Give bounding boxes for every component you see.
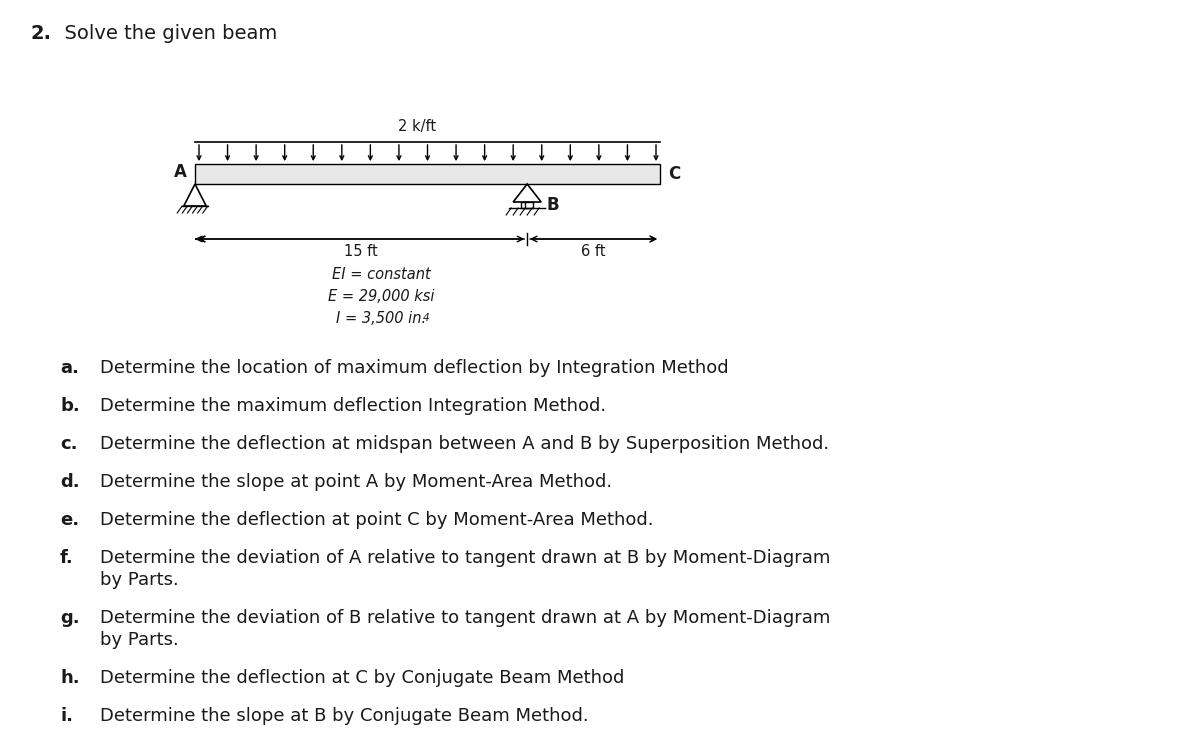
Text: i.: i. xyxy=(60,707,73,725)
Text: Determine the deflection at midspan between A and B by Superposition Method.: Determine the deflection at midspan betw… xyxy=(100,435,829,453)
Text: e.: e. xyxy=(60,511,79,529)
Text: 15 ft: 15 ft xyxy=(344,244,378,259)
Text: by Parts.: by Parts. xyxy=(100,571,179,589)
Text: f.: f. xyxy=(60,549,73,567)
Text: EI = constant: EI = constant xyxy=(331,267,431,282)
Text: Determine the deflection at C by Conjugate Beam Method: Determine the deflection at C by Conjuga… xyxy=(100,669,624,687)
Text: Determine the maximum deflection Integration Method.: Determine the maximum deflection Integra… xyxy=(100,397,606,415)
Text: a.: a. xyxy=(60,359,79,377)
Text: h.: h. xyxy=(60,669,79,687)
Text: Solve the given beam: Solve the given beam xyxy=(52,24,277,43)
Bar xyxy=(194,164,660,184)
Text: Determine the deviation of B relative to tangent drawn at A by Moment-Diagram: Determine the deviation of B relative to… xyxy=(100,609,830,627)
Text: B: B xyxy=(546,196,559,214)
Text: I = 3,500 in.: I = 3,500 in. xyxy=(336,311,426,326)
Text: Determine the deflection at point C by Moment-Area Method.: Determine the deflection at point C by M… xyxy=(100,511,654,529)
Text: 6 ft: 6 ft xyxy=(581,244,606,259)
Text: g.: g. xyxy=(60,609,79,627)
Text: E = 29,000 ksi: E = 29,000 ksi xyxy=(328,289,434,304)
Text: C: C xyxy=(668,165,680,183)
Text: Determine the slope at B by Conjugate Beam Method.: Determine the slope at B by Conjugate Be… xyxy=(100,707,589,725)
Text: Determine the deviation of A relative to tangent drawn at B by Moment-Diagram: Determine the deviation of A relative to… xyxy=(100,549,830,567)
Text: 2 k/ft: 2 k/ft xyxy=(398,119,437,134)
Text: 4: 4 xyxy=(424,313,430,323)
Text: c.: c. xyxy=(60,435,78,453)
Text: Determine the slope at point A by Moment-Area Method.: Determine the slope at point A by Moment… xyxy=(100,473,612,491)
Bar xyxy=(521,202,529,208)
Text: b.: b. xyxy=(60,397,79,415)
Text: 2.: 2. xyxy=(30,24,50,43)
Text: A: A xyxy=(174,163,187,181)
Text: by Parts.: by Parts. xyxy=(100,631,179,649)
Bar xyxy=(526,202,534,208)
Text: d.: d. xyxy=(60,473,79,491)
Text: Determine the location of maximum deflection by Integration Method: Determine the location of maximum deflec… xyxy=(100,359,728,377)
